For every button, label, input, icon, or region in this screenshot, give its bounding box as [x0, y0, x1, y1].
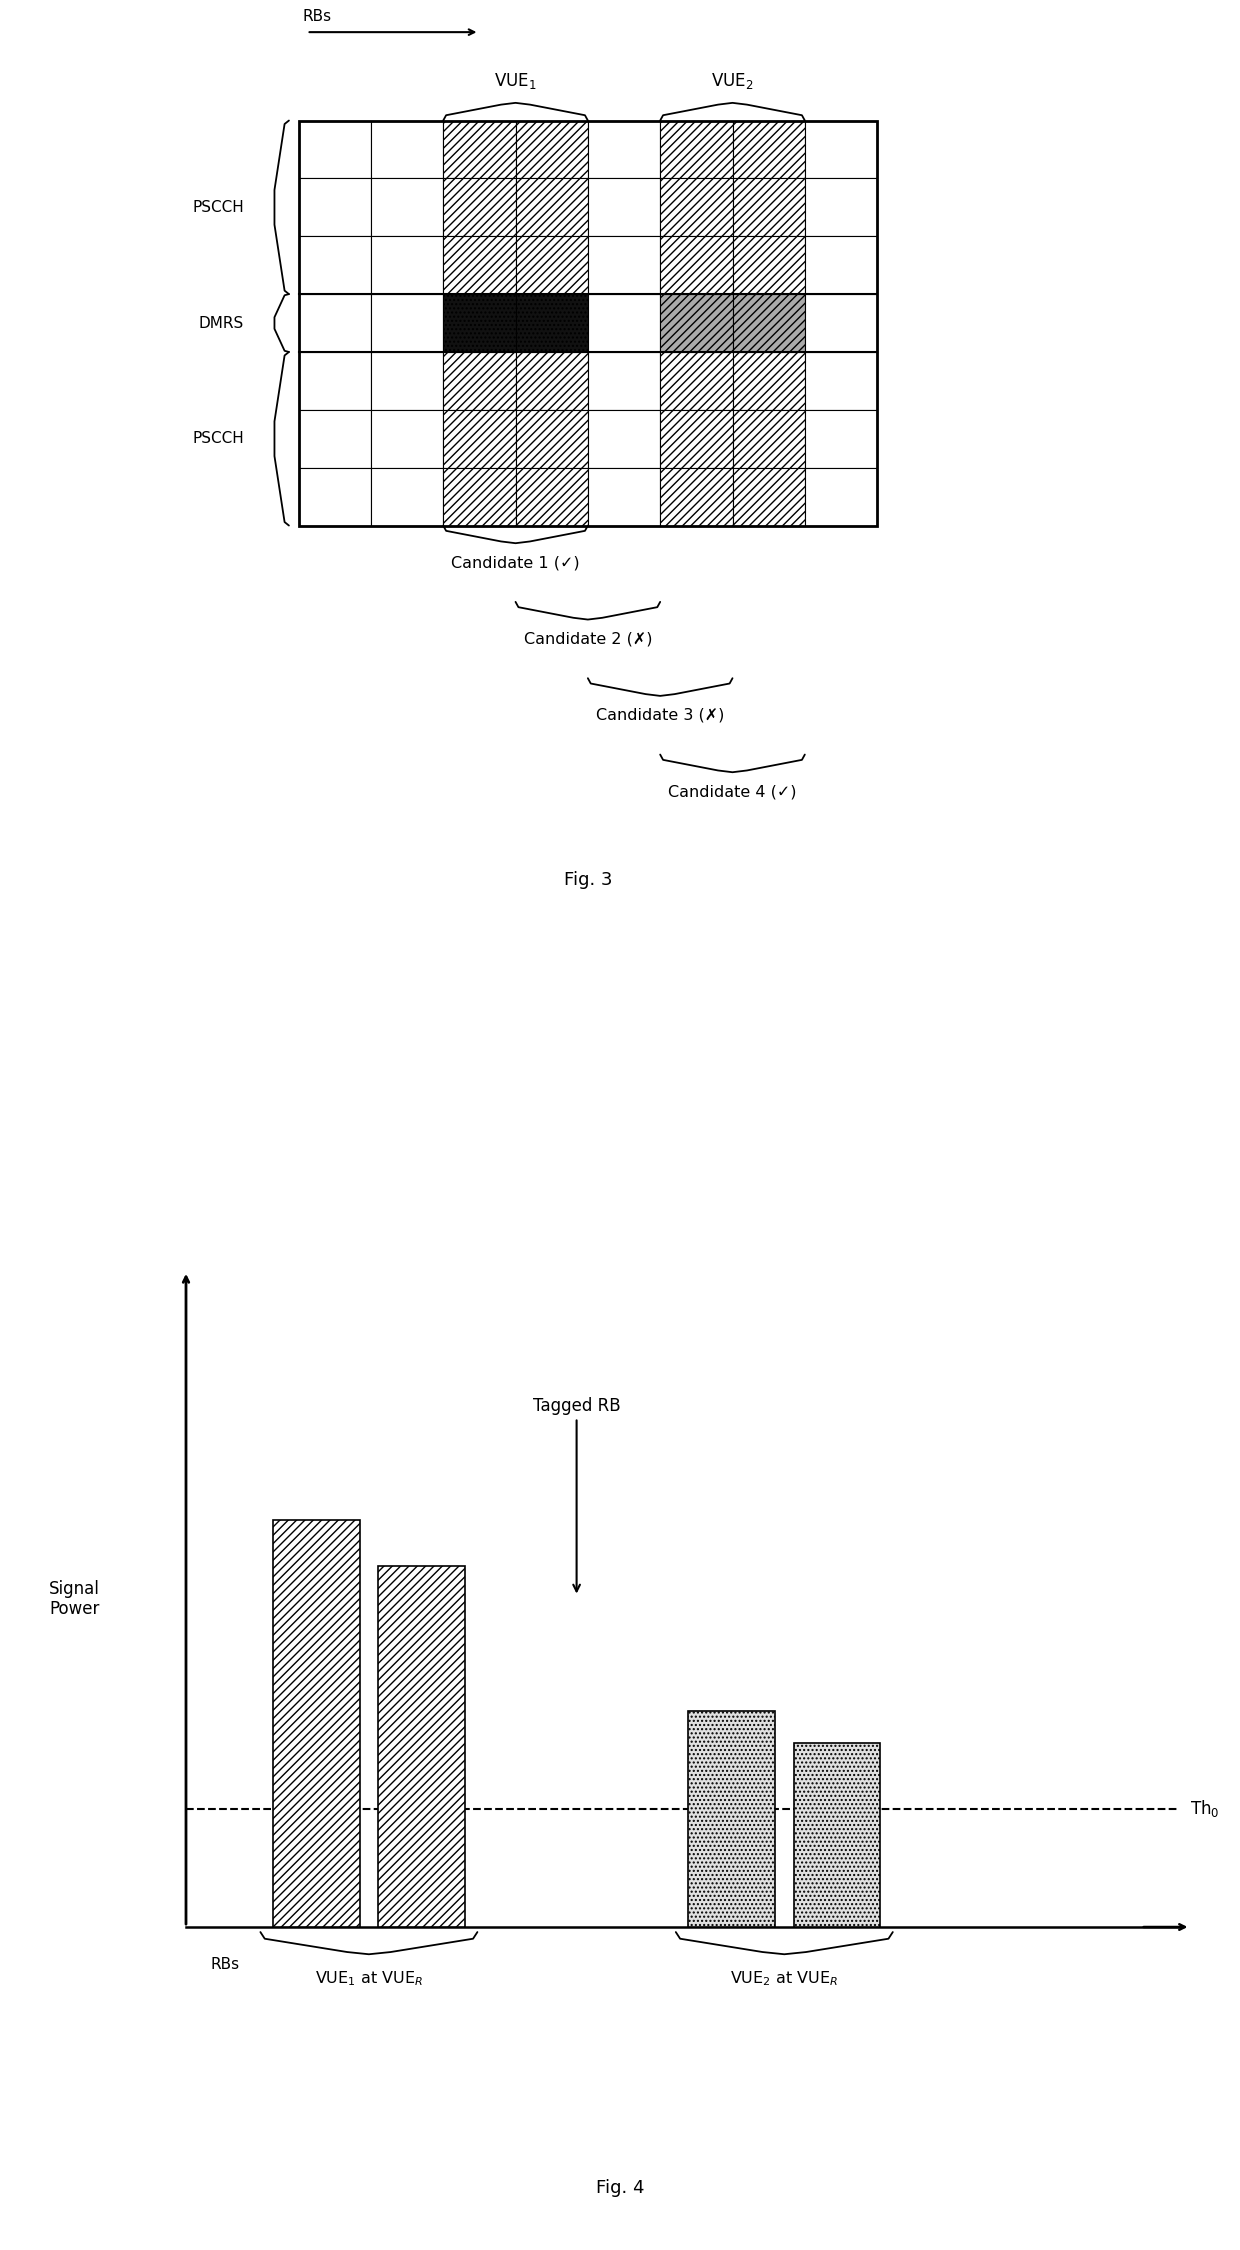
Text: Candidate 3 (✗): Candidate 3 (✗) [596, 709, 724, 722]
Bar [588, 468, 660, 526]
Text: VUE$_2$ at VUE$_R$: VUE$_2$ at VUE$_R$ [730, 1969, 838, 1989]
Text: PSCCH: PSCCH [192, 432, 244, 446]
Text: VUE$_1$: VUE$_1$ [495, 70, 537, 90]
Bar [273, 1521, 360, 1926]
Bar [733, 351, 805, 410]
Bar [443, 410, 516, 468]
Bar [371, 468, 443, 526]
Bar [660, 122, 733, 178]
Bar [660, 468, 733, 526]
Text: Candidate 4 (✓): Candidate 4 (✓) [668, 785, 797, 799]
Bar [443, 122, 516, 178]
Bar [516, 468, 588, 526]
Text: Candidate 2 (✗): Candidate 2 (✗) [523, 632, 652, 646]
Bar [794, 1744, 880, 1926]
Bar [443, 468, 516, 526]
Bar [516, 236, 588, 295]
Bar [378, 1566, 465, 1926]
Bar [733, 295, 805, 351]
Bar [443, 178, 516, 236]
Bar [588, 178, 660, 236]
Bar [805, 351, 877, 410]
Bar [299, 122, 371, 178]
Bar [733, 410, 805, 468]
Bar [660, 410, 733, 468]
Bar [733, 236, 805, 295]
Bar [299, 351, 371, 410]
Bar [299, 236, 371, 295]
Bar [733, 178, 805, 236]
Bar [371, 410, 443, 468]
Bar [516, 122, 588, 178]
Bar [299, 295, 371, 351]
Bar [516, 351, 588, 410]
Bar [299, 410, 371, 468]
Text: VUE$_1$ at VUE$_R$: VUE$_1$ at VUE$_R$ [315, 1969, 423, 1989]
Bar [371, 351, 443, 410]
Bar [588, 122, 660, 178]
Text: VUE$_2$: VUE$_2$ [712, 70, 754, 90]
Bar [660, 178, 733, 236]
Bar [805, 236, 877, 295]
Text: DMRS: DMRS [198, 315, 244, 331]
Bar [516, 410, 588, 468]
Bar [443, 295, 516, 351]
Text: Candidate 1 (✓): Candidate 1 (✓) [451, 556, 580, 569]
Bar [588, 410, 660, 468]
Bar [299, 178, 371, 236]
Bar [299, 122, 877, 526]
Bar [588, 295, 660, 351]
Text: Fig. 3: Fig. 3 [564, 871, 613, 889]
Bar [299, 468, 371, 526]
Bar [371, 122, 443, 178]
Bar [588, 351, 660, 410]
Bar [733, 468, 805, 526]
Bar [516, 295, 588, 351]
Text: Signal
Power: Signal Power [48, 1580, 100, 1618]
Bar [688, 1710, 775, 1926]
Text: RBs: RBs [303, 9, 332, 25]
Bar [660, 351, 733, 410]
Text: PSCCH: PSCCH [192, 200, 244, 214]
Bar [805, 295, 877, 351]
Text: RBs: RBs [211, 1958, 239, 1973]
Text: Tagged RB: Tagged RB [533, 1397, 620, 1591]
Bar [660, 236, 733, 295]
Text: Th$_0$: Th$_0$ [1190, 1798, 1220, 1820]
Text: Fig. 4: Fig. 4 [595, 2180, 645, 2198]
Bar [588, 236, 660, 295]
Bar [805, 122, 877, 178]
Bar [371, 295, 443, 351]
Bar [805, 410, 877, 468]
Bar [733, 122, 805, 178]
Bar [516, 178, 588, 236]
Bar [443, 236, 516, 295]
Bar [805, 178, 877, 236]
Bar [805, 468, 877, 526]
Bar [660, 295, 733, 351]
Bar [443, 351, 516, 410]
Bar [371, 236, 443, 295]
Bar [371, 178, 443, 236]
